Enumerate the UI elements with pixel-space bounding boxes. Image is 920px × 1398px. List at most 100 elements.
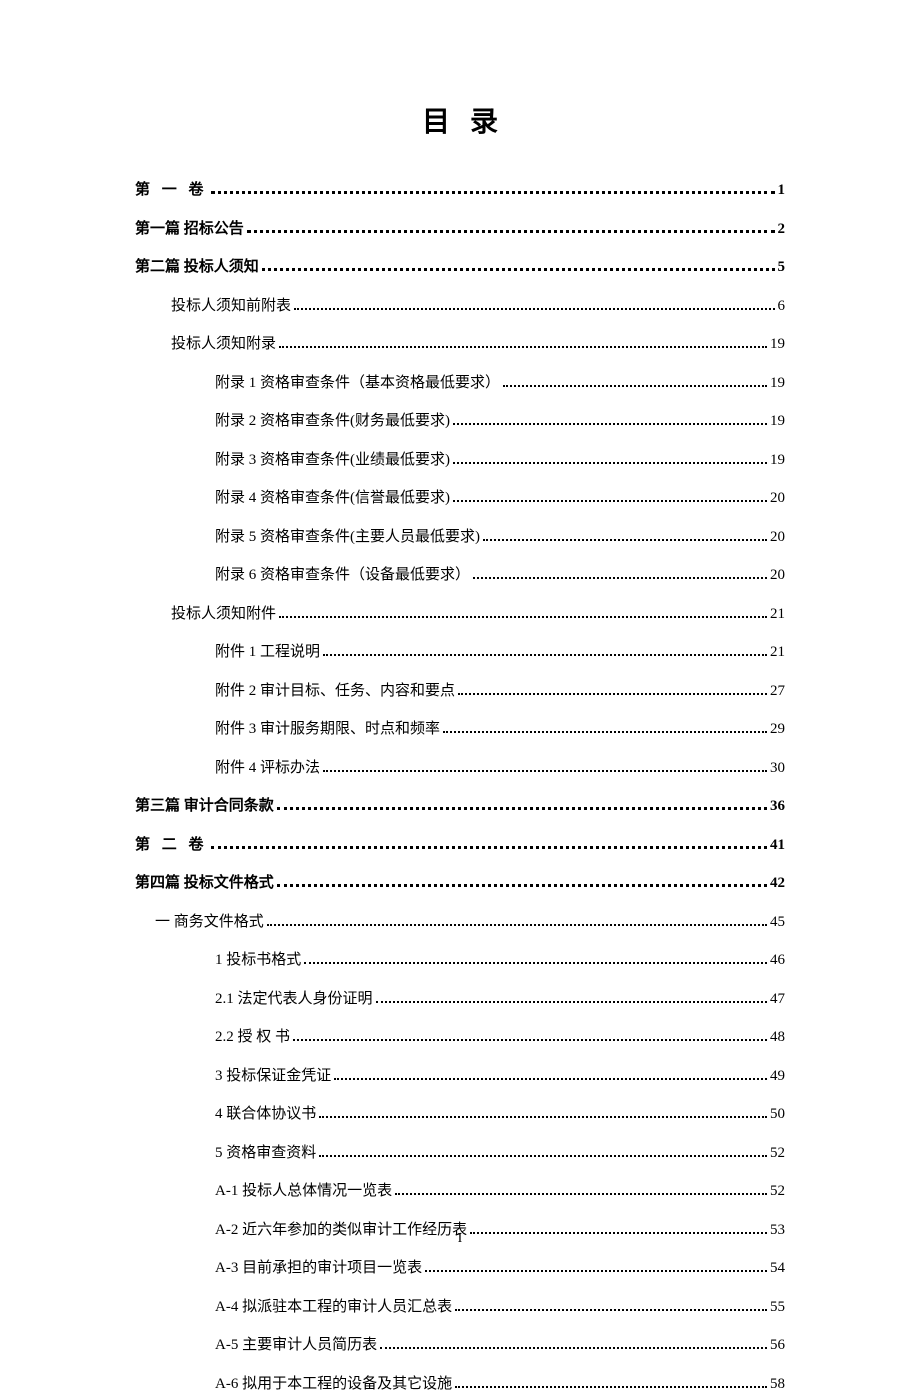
toc-entry-label: 3 投标保证金凭证: [215, 1062, 331, 1091]
toc-entry-page: 52: [770, 1139, 785, 1168]
toc-leader-dots: [277, 884, 767, 887]
toc-entry: A-4 拟派驻本工程的审计人员汇总表 55: [135, 1293, 785, 1322]
toc-leader-dots: [211, 846, 767, 849]
toc-leader-dots: [443, 731, 767, 733]
toc-entry: 附录 2 资格审查条件(财务最低要求)19: [135, 407, 785, 436]
toc-entry-label: 2.1 法定代表人身份证明: [215, 985, 373, 1014]
toc-entry-page: 21: [770, 600, 785, 629]
toc-leader-dots: [304, 962, 767, 964]
toc-leader-dots: [293, 1039, 767, 1041]
toc-entry-page: 27: [770, 677, 785, 706]
toc-leader-dots: [473, 577, 767, 579]
toc-leader-dots: [453, 500, 767, 502]
toc-entry-label: A-4 拟派驻本工程的审计人员汇总表: [215, 1293, 452, 1322]
toc-entry-label: A-1 投标人总体情况一览表: [215, 1177, 392, 1206]
toc-entry-page: 41: [770, 831, 785, 860]
toc-leader-dots: [455, 1386, 767, 1388]
toc-entry: 投标人须知附录19: [135, 330, 785, 359]
toc-entry: A-5 主要审计人员简历表 56: [135, 1331, 785, 1360]
toc-entry-page: 19: [770, 369, 785, 398]
toc-entry-page: 42: [770, 869, 785, 898]
toc-entry: 2.1 法定代表人身份证明 47: [135, 985, 785, 1014]
toc-entry: 5 资格审查资料 52: [135, 1139, 785, 1168]
toc-entry-label: 第二篇 投标人须知: [135, 253, 259, 282]
toc-entry: 附录 1 资格审查条件（基本资格最低要求） 19: [135, 369, 785, 398]
toc-entry-label: 投标人须知附录: [171, 330, 276, 359]
toc-leader-dots: [294, 308, 774, 310]
toc-entry-page: 30: [770, 754, 785, 783]
doc-title: 目录: [135, 100, 785, 140]
toc-leader-dots: [279, 616, 767, 618]
toc-entry: 第三篇 审计合同条款36: [135, 792, 785, 821]
toc-entry: 第 一 卷 1: [135, 176, 785, 205]
toc-entry: 附录 3 资格审查条件(业绩最低要求)19: [135, 446, 785, 475]
toc-leader-dots: [211, 191, 775, 194]
toc-entry-page: 1: [778, 176, 786, 205]
toc-entry: 第一篇 招标公告2: [135, 215, 785, 244]
toc-entry-page: 47: [770, 985, 785, 1014]
toc-entry-page: 52: [770, 1177, 785, 1206]
toc-entry-page: 56: [770, 1331, 785, 1360]
toc-entry-page: 29: [770, 715, 785, 744]
toc-entry: 3 投标保证金凭证 49: [135, 1062, 785, 1091]
toc-leader-dots: [376, 1001, 767, 1003]
page-footer-number: I: [0, 1231, 920, 1247]
toc-leader-dots: [395, 1193, 767, 1195]
toc-entry-page: 6: [778, 292, 786, 321]
toc-entry-page: 49: [770, 1062, 785, 1091]
toc-entry: 附录 4 资格审查条件(信誉最低要求)20: [135, 484, 785, 513]
toc-entry-label: 附件 3 审计服务期限、时点和频率: [215, 715, 440, 744]
toc-entry-label: 第三篇 审计合同条款: [135, 792, 274, 821]
toc-entry-page: 55: [770, 1293, 785, 1322]
toc-leader-dots: [319, 1116, 767, 1118]
toc-entry: 附件 1 工程说明 21: [135, 638, 785, 667]
toc-entry-label: 第一篇 招标公告: [135, 215, 244, 244]
toc-leader-dots: [323, 770, 767, 772]
toc-leader-dots: [503, 385, 767, 387]
toc-entry-page: 21: [770, 638, 785, 667]
toc-entry-page: 58: [770, 1370, 785, 1398]
toc-entry-label: 附录 1 资格审查条件（基本资格最低要求）: [215, 369, 500, 398]
toc-entry-label: 第四篇 投标文件格式: [135, 869, 274, 898]
toc-entry: A-6 拟用于本工程的设备及其它设施58: [135, 1370, 785, 1398]
toc-entry: 附件 3 审计服务期限、时点和频率 29: [135, 715, 785, 744]
toc-entry-page: 20: [770, 561, 785, 590]
toc-leader-dots: [455, 1309, 767, 1311]
toc-entry-label: A-3 目前承担的审计项目一览表: [215, 1254, 422, 1283]
toc-entry: 一 商务文件格式45: [135, 908, 785, 937]
toc-entry-label: 第 一 卷: [135, 176, 208, 205]
toc-leader-dots: [334, 1078, 767, 1080]
toc-entry-label: 第 二 卷: [135, 831, 208, 860]
toc-entry: 附录 5 资格审查条件(主要人员最低要求) 20: [135, 523, 785, 552]
toc-entry: 1 投标书格式46: [135, 946, 785, 975]
toc-entry-page: 19: [770, 446, 785, 475]
toc-leader-dots: [483, 539, 767, 541]
toc-entry: 第 二 卷 41: [135, 831, 785, 860]
toc-leader-dots: [323, 654, 767, 656]
toc-entry: A-1 投标人总体情况一览表 52: [135, 1177, 785, 1206]
toc-entry-label: 附件 4 评标办法: [215, 754, 320, 783]
toc-leader-dots: [425, 1270, 767, 1272]
toc-entry-label: 附录 6 资格审查条件（设备最低要求）: [215, 561, 470, 590]
toc-entry-page: 46: [770, 946, 785, 975]
toc-leader-dots: [277, 807, 767, 810]
toc-entry-label: A-5 主要审计人员简历表: [215, 1331, 377, 1360]
toc-entry-page: 20: [770, 523, 785, 552]
toc-leader-dots: [319, 1155, 767, 1157]
toc-entry: 附件 2 审计目标、任务、内容和要点27: [135, 677, 785, 706]
toc-entry: 4 联合体协议书50: [135, 1100, 785, 1129]
toc-entry: 投标人须知附件 21: [135, 600, 785, 629]
toc-entry-label: 投标人须知附件: [171, 600, 276, 629]
toc-entry-label: 附件 1 工程说明: [215, 638, 320, 667]
toc-entry-label: 附录 5 资格审查条件(主要人员最低要求): [215, 523, 480, 552]
toc-leader-dots: [380, 1347, 767, 1349]
toc-entry-page: 45: [770, 908, 785, 937]
toc-entry-label: 附录 4 资格审查条件(信誉最低要求): [215, 484, 450, 513]
toc-entry: 2.2 授 权 书48: [135, 1023, 785, 1052]
toc-leader-dots: [453, 423, 767, 425]
toc-entry-label: 4 联合体协议书: [215, 1100, 316, 1129]
toc-leader-dots: [458, 693, 767, 695]
toc-entry: 投标人须知前附表6: [135, 292, 785, 321]
toc-entry-label: 5 资格审查资料: [215, 1139, 316, 1168]
toc-entry-label: 附录 2 资格审查条件(财务最低要求): [215, 407, 450, 436]
